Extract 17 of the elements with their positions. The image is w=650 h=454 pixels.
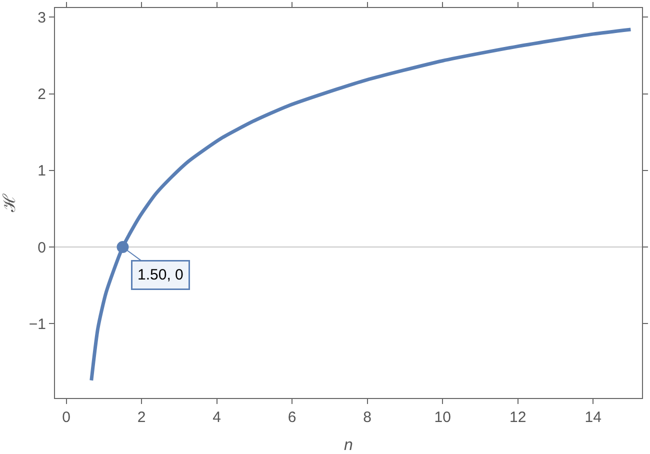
x-tick-label: 8: [363, 409, 372, 426]
x-tick-label: 6: [288, 409, 296, 426]
y-tick-label: 2: [38, 86, 46, 104]
y-tick-label: −1: [28, 316, 46, 333]
y-tick-label: 3: [38, 9, 46, 26]
x-axis-title: n: [344, 437, 354, 454]
line-series: [90, 28, 632, 382]
x-tick-label: 0: [62, 409, 70, 426]
y-tick-label: 0: [38, 239, 46, 256]
x-tick-label: 12: [509, 409, 526, 426]
x-tick-label: 14: [584, 409, 602, 426]
annotation: 1.50, 0: [138, 266, 184, 284]
y-axis-title: ℋ: [0, 193, 20, 213]
y-tick-label: 1: [38, 162, 46, 180]
x-tick-label: 4: [212, 409, 221, 426]
x-tick-label: 10: [434, 409, 451, 426]
x-tick-label: 2: [137, 409, 146, 426]
